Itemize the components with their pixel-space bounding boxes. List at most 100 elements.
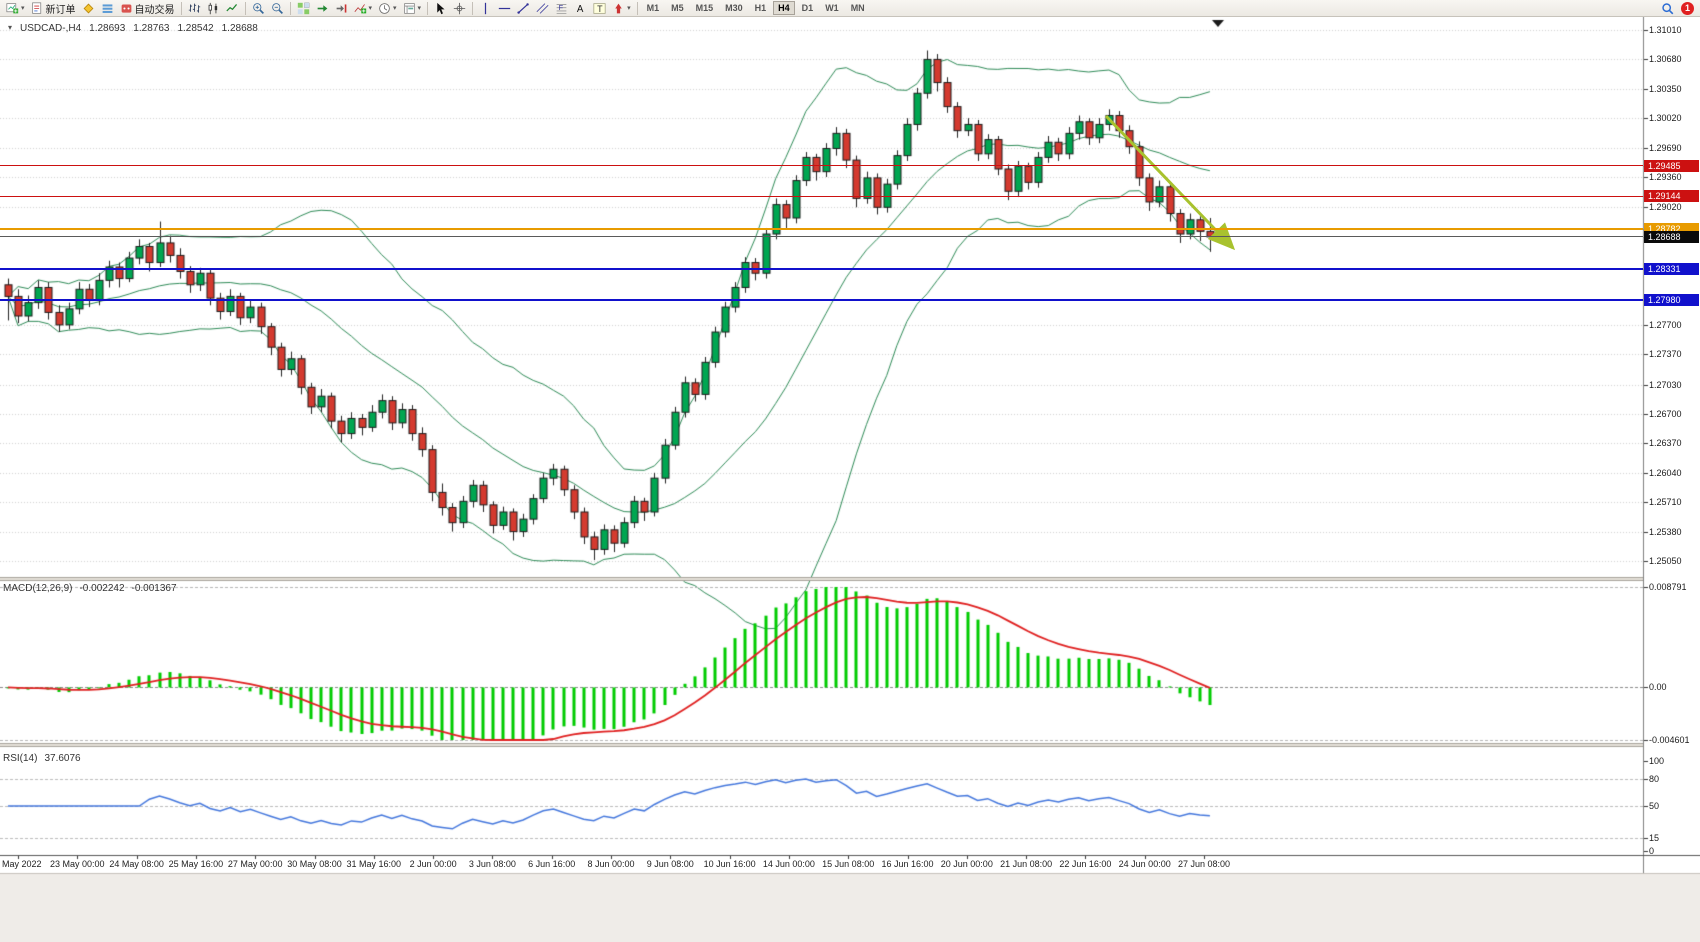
rsi-title: RSI(14) [3, 753, 38, 764]
timeframe-m1-button[interactable]: M1 [646, 3, 660, 13]
macd-main-value: -0.002242 [79, 583, 125, 594]
tile-windows-icon [297, 2, 310, 15]
search-button[interactable] [1658, 1, 1677, 16]
toolbar-buttons-group: ▾ 新订单 自动交易 ▾ ▾ ▾ F A T ▾ [3, 0, 641, 17]
open-value: 1.28693 [89, 23, 126, 34]
cursor-button[interactable] [431, 1, 450, 16]
periods-icon [378, 2, 391, 15]
toolbar-separator [472, 1, 474, 15]
hline-icon [498, 2, 511, 15]
vertical-line-button[interactable] [476, 1, 495, 16]
new-order-icon [31, 1, 44, 15]
chart-shift-button[interactable] [332, 1, 351, 16]
timeframe-m15-button[interactable]: M15 [695, 3, 714, 13]
timeframe-w1-button[interactable]: W1 [825, 3, 839, 13]
cursor-icon [434, 2, 447, 15]
toolbar-separator [427, 1, 429, 15]
new-chart-button[interactable]: ▾ [3, 1, 28, 16]
zoom-out-icon [271, 2, 284, 15]
toolbar-separator [180, 1, 182, 15]
indicators-icon [354, 2, 367, 15]
zoom-in-icon [252, 2, 265, 15]
text-t-icon: T [593, 2, 606, 15]
chart-shift-icon [335, 2, 348, 15]
templates-icon [403, 2, 416, 15]
line-chart-icon [225, 2, 239, 15]
templates-button[interactable]: ▾ [400, 1, 425, 16]
macd-signal-value: -0.001367 [131, 583, 177, 594]
new-order-button[interactable]: 新订单 [28, 1, 79, 16]
chevron-down-icon: ▾ [21, 5, 25, 12]
svg-text:A: A [577, 3, 584, 14]
close-value: 1.28688 [221, 23, 258, 34]
hline-1.28782-pivot[interactable] [0, 228, 1643, 230]
channel-button[interactable] [533, 1, 552, 16]
timeframe-m30-button[interactable]: M30 [725, 3, 743, 13]
symbol-label: USDCAD-,H4 [20, 23, 82, 34]
text-label-button[interactable]: T [590, 1, 609, 16]
bar-chart-icon [188, 2, 201, 15]
hline-1.28331-support[interactable] [0, 268, 1643, 270]
hline-1.28688-current-price[interactable] [0, 236, 1643, 237]
trendline-button[interactable] [514, 1, 533, 16]
auto-scroll-button[interactable] [313, 1, 332, 16]
metaeditor-button[interactable] [79, 1, 98, 16]
channel-icon [536, 2, 549, 15]
notification-badge[interactable]: 1 [1681, 1, 1694, 15]
search-icon [1661, 2, 1674, 15]
rsi-value: 37.6076 [44, 753, 81, 764]
timeframe-d1-button[interactable]: D1 [801, 3, 814, 13]
line-chart-button[interactable] [223, 1, 242, 16]
new-order-button-label: 新订单 [45, 4, 76, 16]
chart-caret-icon: ▾ [8, 23, 13, 32]
toolbar-separator [289, 1, 291, 15]
bar-chart-button[interactable] [185, 1, 204, 16]
svg-text:F: F [559, 3, 564, 12]
timeframe-h4-button[interactable]: H4 [773, 1, 795, 15]
zoom-out-button[interactable] [268, 1, 287, 16]
chart-region: ▾ USDCAD-,H4 1.28693 1.28763 1.28542 1.2… [0, 17, 1700, 942]
hline-1.29485-resistance[interactable] [0, 165, 1643, 166]
hline-1.29144-resistance[interactable] [0, 196, 1643, 197]
metaeditor-icon [82, 2, 95, 15]
chart-ohlc-header: ▾ USDCAD-,H4 1.28693 1.28763 1.28542 1.2… [8, 23, 258, 34]
chevron-down-icon: ▾ [368, 5, 373, 12]
price-chart-canvas[interactable] [0, 17, 1700, 942]
periods-button[interactable]: ▾ [375, 1, 400, 16]
crosshair-icon [453, 2, 466, 15]
horizontal-line-button[interactable] [495, 1, 514, 16]
rsi-indicator-header: RSI(14) 37.6076 [3, 753, 81, 764]
trendline-icon [517, 2, 530, 15]
timeframe-mn-button[interactable]: MN [850, 3, 865, 13]
arrows-icon [612, 2, 625, 15]
chevron-down-icon: ▾ [393, 5, 397, 12]
low-value: 1.28542 [177, 23, 214, 34]
high-value: 1.28763 [133, 23, 170, 34]
arrows-button[interactable]: ▾ [609, 1, 634, 16]
svg-text:T: T [597, 3, 603, 13]
market-depth-button[interactable] [98, 1, 117, 16]
autotrading-icon [120, 2, 133, 15]
zoom-in-button[interactable] [249, 1, 268, 16]
fibonacci-icon: F [555, 2, 568, 15]
timeframe-m5-button[interactable]: M5 [671, 3, 684, 13]
autotrading-button[interactable]: 自动交易 [117, 1, 178, 16]
chevron-down-icon: ▾ [627, 5, 631, 12]
chart-plus-icon [6, 2, 19, 15]
main-toolbar: ▾ 新订单 自动交易 ▾ ▾ ▾ F A T ▾ M1 M5 M15 M30 H1 H4 D1 W1 MN 1 [0, 0, 1700, 17]
text-button[interactable]: A [571, 1, 590, 16]
timeframe-toolbar: M1 M5 M15 M30 H1 H4 D1 W1 MN [641, 0, 871, 17]
macd-indicator-header: MACD(12,26,9) -0.002242 -0.001367 [3, 583, 177, 594]
market-depth-icon [101, 2, 114, 15]
timeframe-h1-button[interactable]: H1 [754, 3, 767, 13]
crosshair-button[interactable] [450, 1, 469, 16]
indicators-button[interactable]: ▾ [351, 1, 376, 16]
fibonacci-button[interactable]: F [552, 1, 571, 16]
hline-1.27980-support[interactable] [0, 299, 1643, 301]
toolbar-separator [244, 1, 246, 15]
tile-windows-button[interactable] [294, 1, 313, 16]
candlestick-chart-button[interactable] [204, 1, 223, 16]
macd-title: MACD(12,26,9) [3, 583, 73, 594]
toolbar-separator [636, 1, 638, 15]
